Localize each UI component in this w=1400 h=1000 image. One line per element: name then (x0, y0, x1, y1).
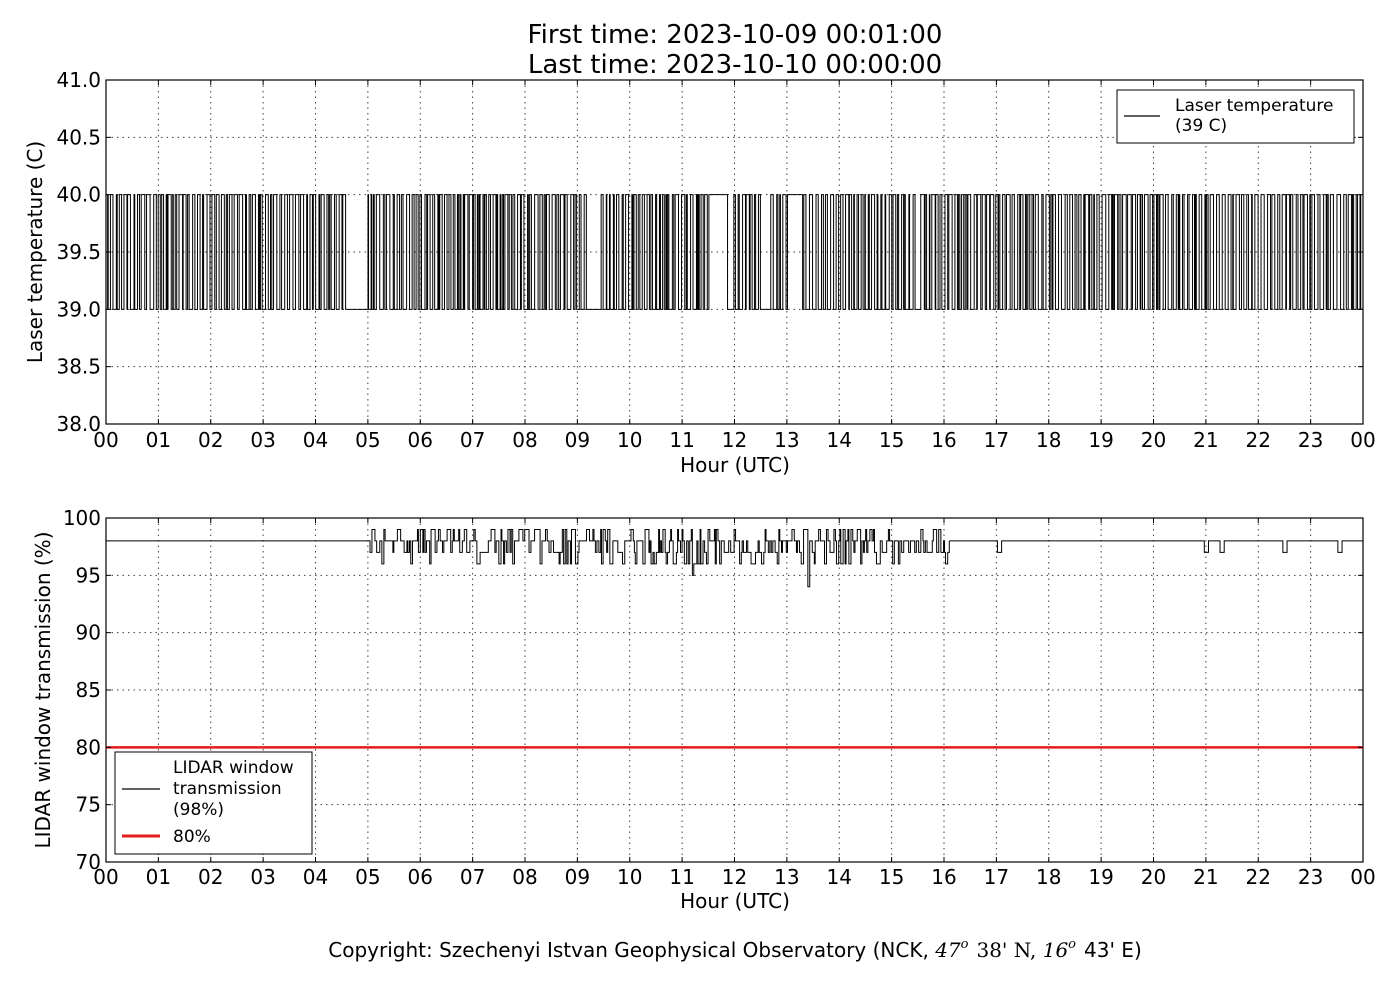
x-tick-label: 08 (512, 428, 537, 452)
x-tick-label: 00 (1350, 428, 1375, 452)
x-tick-label: 21 (1193, 865, 1218, 889)
legend-label-threshold: 80% (173, 827, 211, 847)
x-tick-label: 13 (774, 428, 799, 452)
x-tick-label: 12 (722, 428, 747, 452)
legend-label-transmission-1: LIDAR window (173, 758, 294, 778)
x-tick-label: 23 (1298, 428, 1323, 452)
x-tick-label: 17 (984, 428, 1009, 452)
x-tick-label: 02 (198, 865, 223, 889)
y-tick-label: 95 (76, 563, 101, 587)
title-first-time: First time: 2023-10-09 00:01:00 (528, 20, 943, 50)
x-tick-label: 03 (250, 428, 275, 452)
x-tick-label: 00 (93, 865, 118, 889)
x-tick-label: 09 (565, 428, 590, 452)
legend: LIDAR window transmission (98%) 80% (114, 751, 313, 855)
x-tick-label: 04 (303, 865, 328, 889)
x-tick-label: 11 (669, 428, 694, 452)
series-line-laser-temperature (107, 194, 1364, 310)
x-tick-label: 02 (198, 428, 223, 452)
x-tick-label: 18 (1036, 865, 1061, 889)
y-tick-label: 85 (76, 678, 101, 702)
x-tick-label: 05 (355, 428, 380, 452)
x-tick-label: 10 (617, 865, 642, 889)
y-tick-label: 80 (76, 735, 101, 759)
x-tick-label: 09 (565, 865, 590, 889)
x-tick-label: 15 (879, 428, 904, 452)
x-tick-label: 00 (1350, 865, 1375, 889)
y-tick-label: 39.0 (56, 297, 101, 321)
x-tick-label: 14 (827, 865, 852, 889)
x-tick-label: 22 (1246, 428, 1271, 452)
y-tick-label: 41.0 (56, 68, 101, 92)
x-tick-label: 06 (408, 428, 433, 452)
x-tick-label: 19 (1088, 865, 1113, 889)
x-tick-label: 18 (1036, 428, 1061, 452)
legend-label-transmission-3: (98%) (173, 800, 224, 820)
y-tick-label: 40.5 (56, 125, 101, 149)
x-tick-label: 19 (1088, 428, 1113, 452)
x-axis-label: Hour (UTC) (680, 453, 790, 477)
x-tick-label: 20 (1141, 865, 1166, 889)
x-tick-label: 07 (460, 428, 485, 452)
x-tick-label: 03 (250, 865, 275, 889)
x-tick-label: 22 (1246, 865, 1271, 889)
y-tick-label: 100 (63, 506, 101, 530)
x-tick-label: 01 (146, 428, 171, 452)
y-tick-label: 38.5 (56, 355, 101, 379)
x-tick-label: 00 (93, 428, 118, 452)
x-tick-label: 07 (460, 865, 485, 889)
series-line-lidar-transmission (106, 528, 1363, 588)
x-tick-label: 14 (827, 428, 852, 452)
x-tick-label: 11 (669, 865, 694, 889)
x-tick-label: 08 (512, 865, 537, 889)
x-tick-label: 16 (931, 428, 956, 452)
x-tick-label: 20 (1141, 428, 1166, 452)
x-tick-label: 15 (879, 865, 904, 889)
legend-label-transmission-2: transmission (173, 779, 282, 799)
y-tick-label: 70 (76, 850, 101, 874)
y-tick-label: 75 (76, 793, 101, 817)
y-tick-label: 38.0 (56, 412, 101, 436)
copyright-text: Copyright: Szechenyi Istvan Geophysical … (328, 937, 1142, 962)
y-tick-label: 40.0 (56, 183, 101, 207)
x-tick-label: 06 (408, 865, 433, 889)
x-tick-label: 16 (931, 865, 956, 889)
y-axis-label: LIDAR window transmission (%) (31, 532, 55, 849)
legend-label-laser-2: (39 C) (1175, 116, 1227, 136)
x-tick-label: 23 (1298, 865, 1323, 889)
x-tick-label: 17 (984, 865, 1009, 889)
laser-temperature-panel: 00 01 02 03 04 05 06 07 08 09 10 11 12 13 14 15 16 17 18 19… (23, 68, 1376, 477)
title-last-time: Last time: 2023-10-10 00:00:00 (528, 50, 942, 80)
y-tick-label: 90 (76, 621, 101, 645)
x-tick-label: 04 (303, 428, 328, 452)
x-tick-label: 10 (617, 428, 642, 452)
x-tick-label: 13 (774, 865, 799, 889)
y-tick-label: 39.5 (56, 240, 101, 264)
y-axis-label: Laser temperature (C) (23, 141, 47, 363)
x-tick-label: 01 (146, 865, 171, 889)
legend: Laser temperature (39 C) (1116, 89, 1355, 144)
x-tick-label: 05 (355, 865, 380, 889)
x-tick-label: 21 (1193, 428, 1218, 452)
x-axis-label: Hour (UTC) (680, 889, 790, 913)
x-tick-label: 12 (722, 865, 747, 889)
legend-label-laser-1: Laser temperature (1175, 96, 1333, 116)
lidar-transmission-panel: 00 01 02 03 04 05 06 07 08 09 10 11 12 13 14 15 16 17 18 19… (31, 506, 1376, 913)
